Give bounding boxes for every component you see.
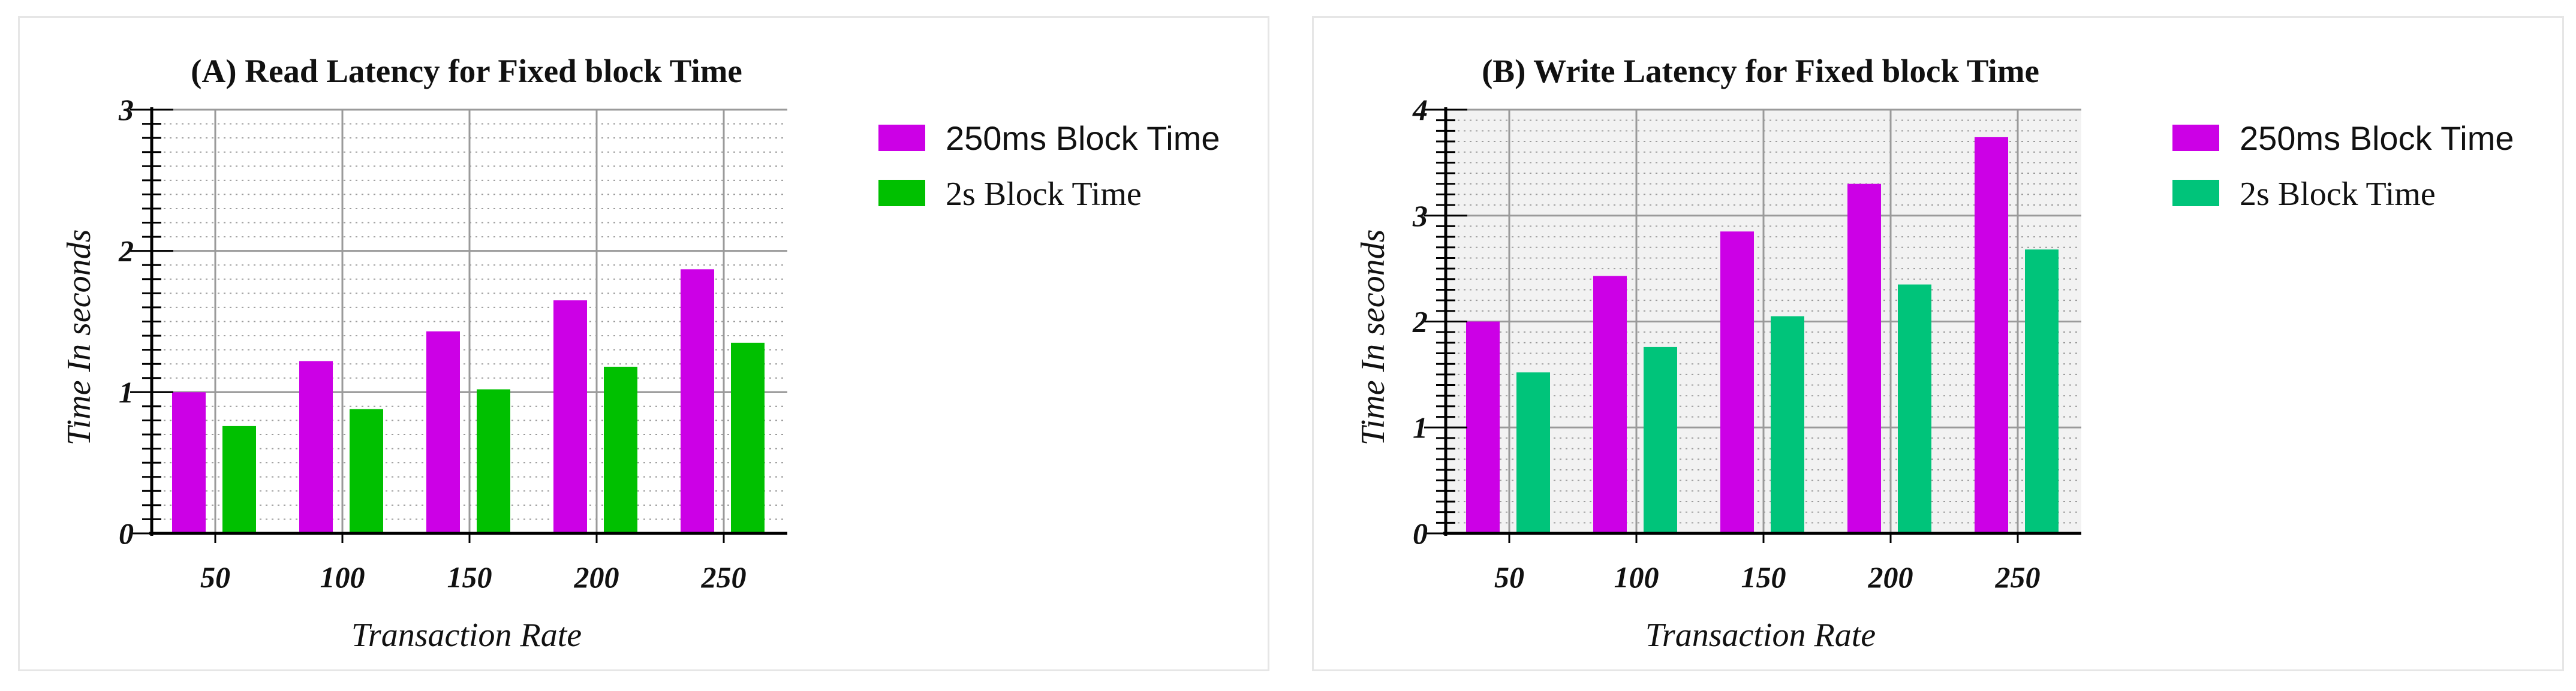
bar-series-2-200: [604, 366, 637, 533]
legend-swatch: [2172, 180, 2219, 206]
legend: 250ms Block Time 2s Block Time: [2172, 119, 2514, 213]
x-tick-label: 200: [1868, 560, 1913, 594]
plot-area: 0 1 2 3 4 50 100 150 200 250: [1412, 93, 2081, 594]
y-tick-label: 2: [118, 234, 134, 268]
y-tick-label: 1: [1413, 411, 1428, 444]
chart-panel-a: (A) Read Latency for Fixed block Time Ti…: [18, 16, 1269, 671]
y-axis-label: Time In seconds: [61, 230, 98, 446]
x-tick-label: 100: [320, 560, 365, 594]
x-tick-label: 50: [200, 560, 230, 594]
legend-swatch: [878, 125, 925, 151]
bar-series-1-250: [1975, 137, 2008, 533]
legend-label: 250ms Block Time: [946, 119, 1220, 157]
write-latency-chart: (B) Write Latency for Fixed block Time T…: [1355, 53, 2514, 654]
y-tick-label: 0: [1413, 517, 1428, 550]
chart-title: (A) Read Latency for Fixed block Time: [191, 53, 742, 89]
legend-label: 250ms Block Time: [2240, 119, 2514, 157]
plot-area: 0 1 2 3 50 100 150 200 250: [118, 93, 787, 594]
bar-series-1-50: [172, 392, 206, 533]
y-tick-label: 4: [1412, 93, 1428, 126]
legend: 250ms Block Time 2s Block Time: [878, 119, 1220, 213]
bar-series-2-150: [1771, 316, 1804, 533]
y-tick-label: 3: [1412, 199, 1428, 233]
bar-series-1-200: [1847, 183, 1881, 534]
bar-series-2-100: [350, 409, 383, 533]
y-tick-label: 2: [1412, 305, 1428, 339]
bar-series-2-150: [477, 389, 510, 533]
read-latency-chart: (A) Read Latency for Fixed block Time Ti…: [61, 53, 1220, 654]
bar-series-2-200: [1898, 284, 1931, 533]
x-tick-label: 150: [1741, 560, 1786, 594]
x-axis-label: Transaction Rate: [351, 617, 582, 654]
x-tick-label: 150: [447, 560, 492, 594]
bar-series-1-150: [1720, 231, 1754, 533]
x-tick-label: 200: [574, 560, 619, 594]
chart-title: (B) Write Latency for Fixed block Time: [1482, 53, 2039, 89]
bar-series-1-100: [1593, 276, 1627, 533]
legend-swatch: [2172, 125, 2219, 151]
x-tick-label: 250: [1995, 560, 2041, 594]
bar-series-2-250: [731, 342, 765, 533]
legend-label: 2s Block Time: [946, 176, 1142, 213]
bar-series-2-50: [1516, 372, 1550, 533]
chart-panel-b: (B) Write Latency for Fixed block Time T…: [1312, 16, 2564, 671]
bar-series-1-100: [299, 361, 333, 533]
x-axis-label: Transaction Rate: [1645, 617, 1876, 654]
legend-label: 2s Block Time: [2240, 176, 2436, 213]
bar-series-2-100: [1644, 346, 1677, 533]
bar-series-1-150: [426, 331, 460, 533]
y-tick-label: 0: [119, 517, 134, 550]
bar-series-1-50: [1466, 321, 1500, 533]
x-tick-label: 100: [1614, 560, 1659, 594]
y-tick-label: 1: [119, 375, 134, 409]
x-tick-label: 250: [701, 560, 747, 594]
bar-series-1-250: [681, 269, 714, 533]
bar-series-1-200: [553, 300, 587, 533]
x-tick-label: 50: [1494, 560, 1524, 594]
bar-series-2-50: [222, 426, 256, 533]
y-axis-label: Time In seconds: [1355, 230, 1392, 446]
y-tick-label: 3: [118, 93, 134, 126]
bar-series-2-250: [2025, 249, 2059, 533]
legend-swatch: [878, 180, 925, 206]
